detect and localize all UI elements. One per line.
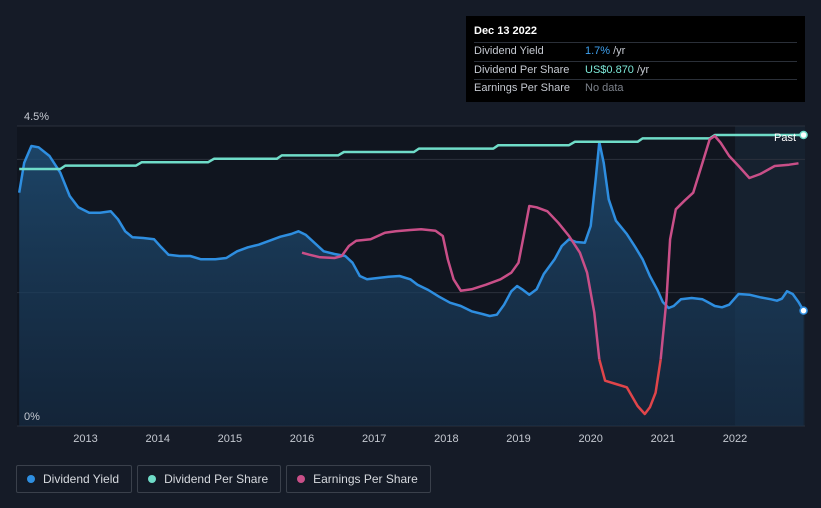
dividend-yield-line bbox=[17, 140, 805, 318]
tooltip-label: Dividend Yield bbox=[474, 45, 544, 57]
tooltip: Dec 13 2022 Dividend Yield 1.7% /yr Divi… bbox=[466, 16, 805, 102]
earnings-per-share-negative-line bbox=[598, 358, 662, 416]
dividend-yield-area bbox=[19, 142, 804, 426]
tooltip-row-earnings-per-share: Earnings Per Share No data bbox=[474, 79, 797, 98]
tooltip-unit: /yr bbox=[636, 63, 650, 76]
x-tick-label: 2021 bbox=[651, 433, 675, 445]
earnings-per-share-line bbox=[301, 204, 601, 360]
x-tick-label: 2015 bbox=[218, 433, 242, 445]
x-tick-label: 2017 bbox=[362, 433, 386, 445]
tooltip-row-dividend-yield: Dividend Yield 1.7% /yr bbox=[474, 42, 797, 61]
x-tick-label: 2018 bbox=[434, 433, 458, 445]
tooltip-row-dividend-per-share: Dividend Per Share US$0.870 /yr bbox=[474, 60, 797, 80]
tooltip-value: No data bbox=[585, 82, 624, 94]
chart-legend: Dividend Yield Dividend Per Share Earnin… bbox=[16, 465, 431, 493]
y-tick-label: 0% bbox=[24, 411, 40, 423]
x-tick-label: 2019 bbox=[506, 433, 530, 445]
tooltip-date: Dec 13 2022 bbox=[474, 25, 537, 37]
dividend-yield-end-marker bbox=[799, 306, 808, 315]
dividend-per-share-line bbox=[19, 133, 804, 171]
tooltip-label: Earnings Per Share bbox=[474, 82, 570, 94]
earnings-per-share-line bbox=[659, 134, 799, 360]
y-tick-label: 4.5% bbox=[24, 111, 49, 123]
dividend-yield-dot-icon bbox=[27, 475, 35, 483]
legend-dividend-per-share[interactable]: Dividend Per Share bbox=[137, 465, 282, 493]
dividend-per-share-dot-icon bbox=[148, 475, 157, 483]
x-tick-label: 2013 bbox=[73, 433, 97, 445]
x-tick-label: 2022 bbox=[723, 433, 747, 445]
tooltip-unit: /yr bbox=[613, 45, 626, 57]
x-tick-label: 2020 bbox=[578, 433, 602, 445]
dividend-per-share-end-marker bbox=[799, 130, 808, 140]
tooltip-label: Dividend Per Share bbox=[474, 63, 570, 76]
x-tick-label: 2016 bbox=[290, 433, 314, 445]
tooltip-value: US$0.870 bbox=[585, 63, 634, 76]
legend-label: Earnings Per Share bbox=[313, 472, 418, 486]
earnings-per-share-dot-icon bbox=[297, 475, 306, 483]
tooltip-value: 1.7% bbox=[585, 45, 611, 57]
past-label: Past bbox=[774, 132, 796, 144]
legend-label: Dividend Per Share bbox=[164, 472, 269, 486]
legend-earnings-per-share[interactable]: Earnings Per Share bbox=[286, 465, 431, 493]
x-tick-label: 2014 bbox=[145, 433, 169, 445]
legend-label: Dividend Yield bbox=[43, 472, 120, 486]
legend-dividend-yield[interactable]: Dividend Yield bbox=[16, 465, 133, 493]
